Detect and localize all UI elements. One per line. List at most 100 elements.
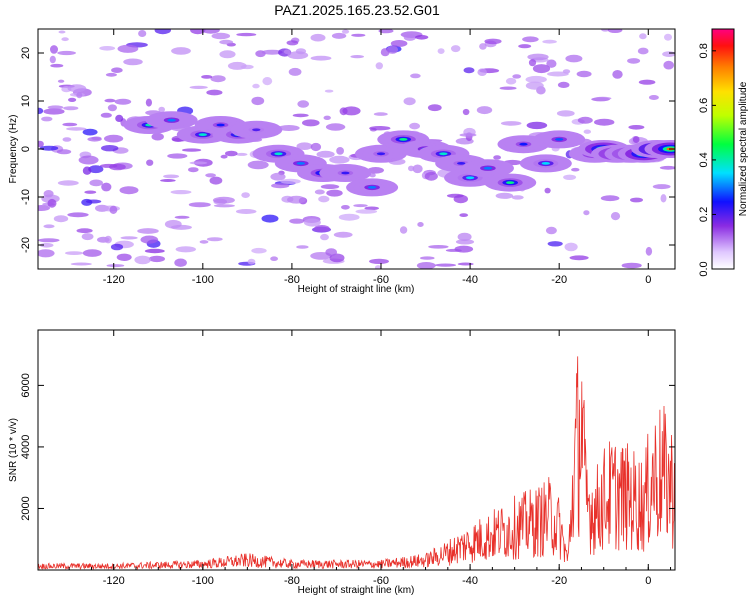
noise-speck (151, 132, 164, 141)
noise-speck (364, 206, 380, 211)
noise-speck (209, 176, 223, 185)
blob-layer (367, 186, 377, 189)
noise-speck (571, 167, 580, 172)
noise-speck (115, 114, 124, 122)
noise-speck (99, 163, 118, 168)
noise-speck (564, 242, 578, 252)
noise-speck (547, 241, 563, 247)
noise-speck (101, 145, 119, 152)
noise-speck (104, 98, 116, 103)
noise-speck (314, 225, 330, 232)
noise-speck (325, 123, 346, 131)
noise-speck (120, 236, 138, 240)
noise-speck (57, 79, 65, 83)
noise-speck (280, 178, 301, 184)
spectrogram-x-axis-label: Height of straight line (km) (298, 284, 415, 295)
blob-layer (506, 181, 515, 185)
noise-speck (287, 195, 306, 204)
noise-speck (316, 150, 335, 158)
x-tick-label: -40 (462, 575, 478, 587)
noise-speck (600, 195, 620, 202)
spectrogram-blob (519, 154, 572, 173)
noise-speck (451, 45, 461, 53)
noise-speck (495, 192, 514, 199)
noise-speck (528, 59, 537, 67)
noise-speck (637, 47, 649, 55)
noise-speck (428, 245, 449, 249)
noise-speck (145, 98, 152, 107)
noise-speck (459, 133, 477, 137)
noise-speck (175, 246, 196, 253)
y-tick-label: 4000 (20, 435, 32, 459)
noise-speck (648, 95, 659, 100)
noise-speck (601, 29, 610, 32)
noise-speck (292, 113, 309, 118)
noise-speck (99, 46, 116, 51)
noise-speck (638, 79, 656, 85)
spectrogram-blob (461, 159, 514, 178)
spectrogram-blob (484, 173, 537, 192)
noise-speck (532, 64, 551, 74)
noise-speck (424, 171, 438, 181)
y-tick-label: 2000 (20, 496, 32, 520)
noise-speck (594, 118, 615, 126)
noise-speck (297, 100, 310, 108)
noise-speck (556, 110, 575, 117)
noise-speck (403, 34, 417, 41)
noise-speck (62, 122, 78, 127)
noise-speck (512, 74, 522, 79)
noise-speck (38, 107, 44, 114)
noise-speck (409, 122, 420, 130)
noise-speck (476, 106, 493, 115)
noise-speck (662, 51, 675, 57)
noise-speck (240, 64, 254, 70)
noise-speck (403, 97, 416, 106)
noise-speck (38, 140, 44, 148)
noise-speck (331, 32, 347, 39)
snr-frame (37, 329, 676, 571)
snr-panel: -120 -100 -80 -60 -40 -20 0 2000 4000 6000 Heigh… (8, 329, 676, 596)
x-tick-label: 0 (645, 274, 651, 286)
x-tick-label: -100 (192, 575, 214, 587)
noise-speck (310, 142, 322, 152)
x-tick-label: -60 (373, 274, 389, 286)
noise-speck (119, 186, 139, 195)
noise-speck (236, 32, 257, 37)
noise-speck (310, 33, 326, 42)
noise-speck (412, 164, 423, 174)
noise-speck (353, 204, 368, 208)
noise-speck (89, 179, 103, 187)
y-tick-label: 20 (20, 47, 32, 59)
noise-speck (545, 226, 557, 235)
noise-speck (43, 108, 65, 115)
noise-speck (341, 29, 350, 34)
noise-speck (235, 152, 248, 156)
noise-speck (123, 58, 143, 66)
noise-speck (81, 233, 94, 241)
noise-speck (116, 253, 132, 261)
noise-speck (341, 205, 350, 210)
noise-speck (630, 197, 643, 203)
noise-speck (457, 262, 474, 266)
noise-speck (369, 258, 389, 264)
blob-layer (439, 152, 448, 156)
noise-speck (49, 55, 56, 64)
noise-speck (189, 85, 208, 89)
noise-speck (518, 44, 532, 49)
noise-speck (61, 37, 69, 42)
noise-speck (390, 40, 408, 47)
noise-speck (70, 262, 92, 266)
x-tick-label: -80 (284, 575, 300, 587)
noise-speck (134, 255, 151, 265)
noise-speck (63, 106, 79, 111)
noise-speck (663, 60, 674, 70)
snr-y-ticks: 2000 4000 6000 (20, 373, 675, 521)
noise-speck (82, 249, 102, 257)
noise-speck (525, 81, 544, 90)
noise-speck (445, 248, 462, 252)
noise-speck (107, 104, 117, 112)
noise-speck (213, 204, 235, 208)
x-tick-label: -120 (103, 274, 125, 286)
noise-speck (546, 59, 557, 68)
noise-speck (111, 67, 123, 73)
